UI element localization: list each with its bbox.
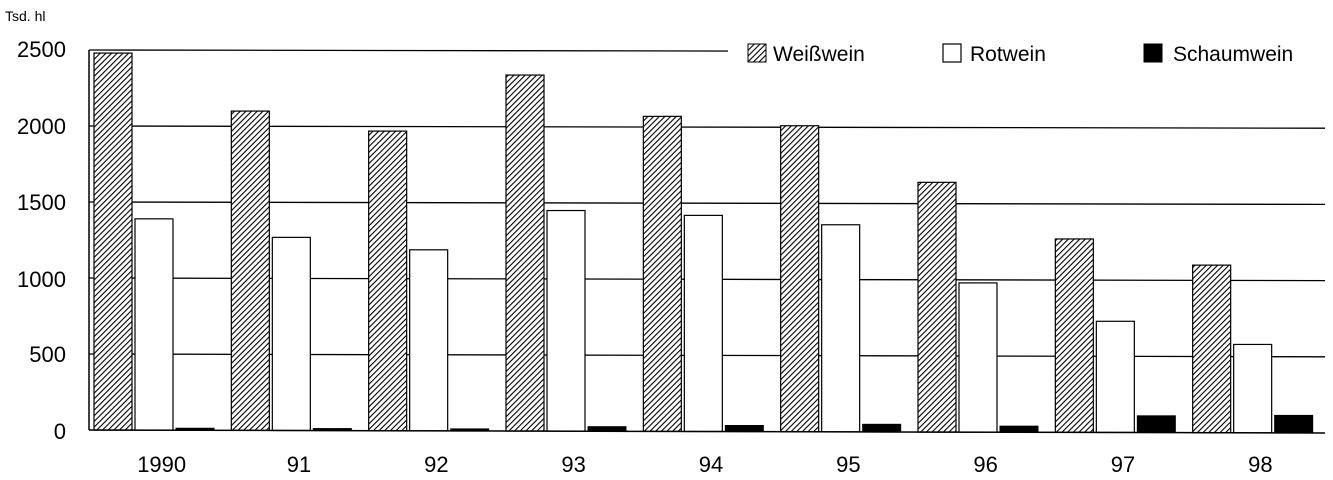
bar-weisswein-93 — [505, 74, 545, 432]
x-axis-ticks: 1990 91 92 93 94 95 96 97 98 — [137, 452, 1272, 477]
bar-schaumwein-94 — [724, 425, 764, 433]
bar-rotwein-96 — [958, 282, 998, 433]
x-tick-label: 95 — [836, 452, 860, 477]
legend-label-weisswein: Weißwein — [773, 43, 865, 66]
x-tick-label: 94 — [699, 452, 723, 477]
bar-rotwein-95 — [821, 224, 861, 433]
bar-schaumwein-96 — [999, 425, 1039, 433]
bar-weisswein-98 — [1192, 264, 1232, 434]
x-axis-line — [88, 429, 1326, 434]
y-axis-unit-label: Tsd. hl — [5, 8, 45, 24]
legend: Weißwein Rotwein Schaumwein — [728, 34, 1325, 74]
y-tick-label: 500 — [29, 342, 66, 367]
gridline — [88, 201, 1326, 206]
x-tick-label: 96 — [973, 452, 997, 477]
x-tick-label: 98 — [1248, 452, 1272, 477]
bar-rotwein-91 — [271, 236, 311, 432]
y-tick-label: 0 — [54, 419, 66, 444]
bar-weisswein-1990 — [93, 52, 133, 431]
bar-schaumwein-95 — [862, 423, 902, 433]
y-tick-label: 1500 — [17, 190, 66, 215]
legend-swatch-schaumwein — [1143, 43, 1163, 63]
bar-rotwein-94 — [683, 214, 723, 433]
bar-rotwein-92 — [409, 249, 449, 432]
y-tick-label: 2500 — [17, 37, 66, 62]
legend-label-rotwein: Rotwein — [970, 43, 1046, 66]
bar-weisswein-94 — [642, 115, 682, 432]
bars — [93, 52, 1314, 434]
y-axis-ticks: 2500 2000 1500 1000 500 0 — [17, 37, 66, 444]
legend-swatch-rotwein — [942, 43, 962, 63]
bar-rotwein-98 — [1233, 343, 1273, 434]
legend-box — [728, 34, 1325, 74]
bar-rotwein-1990 — [134, 218, 174, 431]
y-tick-label: 2000 — [17, 114, 66, 139]
x-tick-label: 91 — [287, 452, 311, 477]
bar-rotwein-97 — [1095, 320, 1135, 434]
x-tick-label: 92 — [424, 452, 448, 477]
bar-rotwein-93 — [546, 209, 586, 432]
bar-weisswein-91 — [230, 110, 270, 431]
gridline — [88, 125, 1326, 129]
legend-label-schaumwein: Schaumwein — [1173, 43, 1293, 66]
legend-swatch-weisswein — [747, 43, 767, 63]
bar-schaumwein-97 — [1136, 415, 1176, 434]
bar-weisswein-92 — [368, 130, 408, 432]
bar-schaumwein-98 — [1274, 414, 1314, 434]
x-tick-label: 93 — [561, 452, 585, 477]
bar-weisswein-96 — [917, 181, 957, 433]
bar-weisswein-97 — [1054, 238, 1094, 433]
x-tick-label: 97 — [1111, 452, 1135, 477]
y-tick-label: 1000 — [17, 267, 66, 292]
bar-weisswein-95 — [780, 125, 820, 433]
x-tick-label: 1990 — [137, 452, 186, 477]
